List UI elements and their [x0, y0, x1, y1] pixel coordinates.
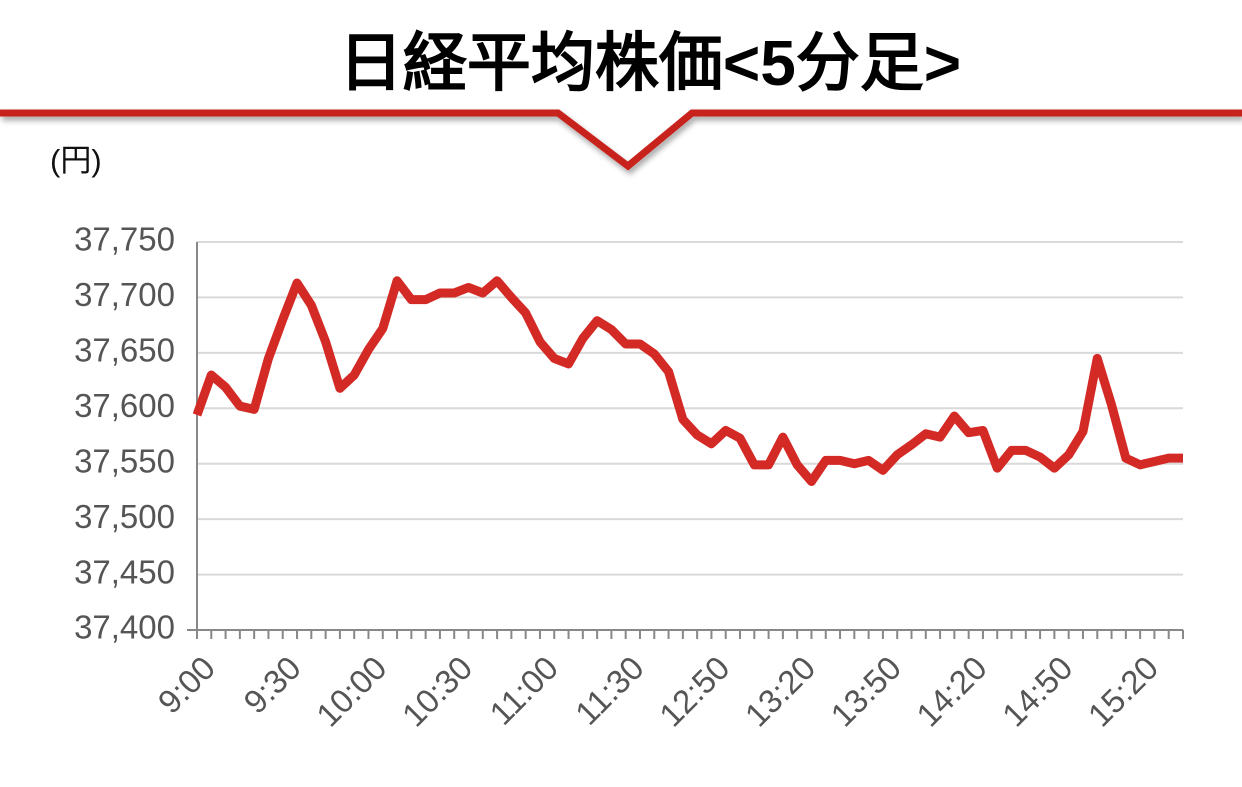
x-tick-label: 15:20 — [1081, 649, 1166, 734]
x-tick-label: 14:50 — [995, 649, 1080, 734]
x-tick-label: 11:30 — [568, 649, 651, 732]
x-tick-label: 9:30 — [236, 649, 308, 721]
x-tick-label: 12:50 — [652, 649, 737, 734]
x-tick-label: 13:20 — [738, 649, 823, 734]
chart-title: 日経平均株価<5分足> — [339, 27, 961, 99]
y-tick-label: 37,450 — [74, 553, 175, 590]
y-tick-label: 37,500 — [74, 498, 175, 535]
y-tick-label: 37,400 — [74, 609, 175, 646]
y-tick-label: 37,650 — [74, 332, 175, 369]
header-rule — [0, 109, 1242, 171]
x-tick-label: 9:00 — [151, 649, 223, 721]
y-tick-label: 37,700 — [74, 276, 175, 313]
y-tick-label: 37,600 — [74, 387, 175, 424]
x-tick-label: 13:50 — [823, 649, 908, 734]
x-tick-label: 14:20 — [909, 649, 994, 734]
x-tick-label: 11:00 — [482, 649, 565, 732]
y-tick-label: 37,550 — [74, 442, 175, 479]
y-tick-label: 37,750 — [74, 221, 175, 258]
x-tick-label: 10:30 — [395, 649, 480, 734]
x-tick-label: 10:00 — [309, 649, 394, 734]
price-line — [192, 276, 1183, 486]
y-unit: (円) — [50, 143, 102, 178]
